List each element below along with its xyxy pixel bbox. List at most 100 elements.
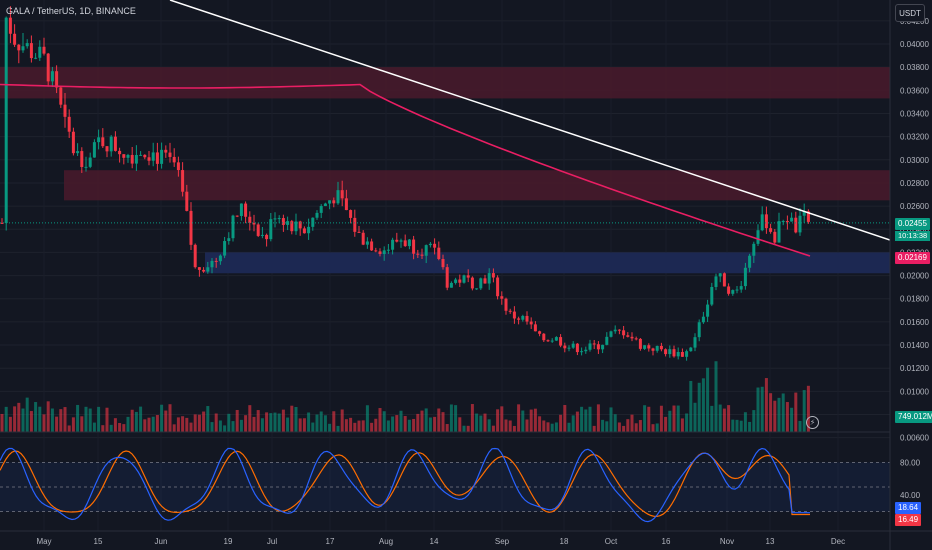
- price-tick-label: 0.03000: [900, 156, 929, 165]
- candle: [340, 190, 344, 199]
- candle: [521, 315, 525, 320]
- time-tick-label: Jul: [267, 537, 277, 546]
- candle: [454, 279, 458, 283]
- volume-bar: [542, 420, 546, 432]
- volume-bar: [109, 424, 113, 432]
- volume-bar: [521, 410, 525, 432]
- candle: [8, 17, 12, 34]
- candle: [147, 157, 151, 161]
- volume-bar: [764, 378, 768, 432]
- candle: [626, 335, 630, 337]
- price-tick-label: 0.02800: [900, 179, 929, 188]
- currency-button[interactable]: USDT: [895, 4, 925, 22]
- volume-bar: [38, 406, 42, 432]
- candle: [55, 71, 59, 88]
- candle: [328, 200, 332, 204]
- time-tick-label: Sep: [495, 537, 510, 546]
- candle: [428, 243, 432, 246]
- time-tick-label: 18: [560, 537, 569, 546]
- candle: [332, 200, 336, 204]
- stoch-d-line: [0, 450, 810, 518]
- candle: [336, 190, 340, 204]
- symbol-title: GALA / TetherUS, 1D, BINANCE: [6, 6, 136, 16]
- candle: [773, 231, 777, 243]
- volume-bar: [185, 417, 189, 432]
- volume-bar: [731, 419, 735, 432]
- volume-bar: [773, 400, 777, 432]
- volume-bar: [105, 407, 109, 432]
- volume-bar: [319, 411, 323, 432]
- volume-bar: [748, 421, 752, 432]
- volume-bar: [92, 422, 96, 432]
- volume-bar: [655, 423, 659, 432]
- candle: [420, 254, 424, 256]
- volume-bar: [638, 420, 642, 432]
- volume-bar: [365, 405, 369, 432]
- time-tick-label: 13: [766, 537, 775, 546]
- candle: [487, 273, 491, 284]
- candle: [622, 330, 626, 336]
- candle: [798, 215, 802, 233]
- volume-bar: [227, 413, 231, 432]
- volume-bar: [147, 417, 151, 432]
- price-tick-label: 0.01400: [900, 341, 929, 350]
- candle: [323, 203, 327, 207]
- candle: [290, 221, 294, 232]
- candle: [84, 166, 88, 168]
- volume-bar: [34, 402, 38, 432]
- volume-bar: [307, 412, 311, 432]
- candle: [479, 278, 483, 289]
- candle: [748, 255, 752, 268]
- candle: [307, 226, 311, 234]
- candle: [655, 345, 659, 351]
- candle: [433, 243, 437, 248]
- volume-bar: [739, 420, 743, 432]
- volume-bar: [735, 419, 739, 432]
- candle: [353, 217, 357, 232]
- candle: [218, 255, 222, 262]
- volume-bar: [563, 405, 567, 432]
- volume-bar: [25, 397, 29, 432]
- candle: [214, 260, 218, 262]
- volume-bar: [4, 406, 8, 432]
- candle: [63, 104, 67, 117]
- candle: [38, 46, 42, 58]
- candle: [769, 228, 773, 232]
- lightning-icon[interactable]: ⚡: [806, 416, 819, 429]
- volume-bar: [487, 419, 491, 432]
- volume-bar: [172, 424, 176, 432]
- volume-bar: [466, 425, 470, 432]
- candle: [403, 240, 407, 247]
- volume-bar: [206, 406, 210, 432]
- candle: [756, 230, 760, 244]
- candle: [0, 222, 4, 224]
- candle: [529, 321, 533, 325]
- candle: [160, 149, 164, 164]
- candle: [71, 131, 75, 154]
- volume-bar: [420, 410, 424, 432]
- candle: [412, 239, 416, 254]
- volume-bar: [218, 420, 222, 432]
- time-axis: May 15 Jun 19 Jul 17 Aug 14 Sep 18 Oct 16 Nov 13 Dec: [36, 537, 845, 546]
- volume-bar: [42, 414, 46, 432]
- candle: [164, 149, 168, 153]
- volume-bar: [332, 411, 336, 432]
- volume-bar: [340, 409, 344, 432]
- volume-bar: [202, 411, 206, 432]
- candle: [735, 289, 739, 291]
- candle: [210, 260, 214, 268]
- candle: [281, 218, 285, 225]
- candle: [445, 267, 449, 288]
- candle: [706, 304, 710, 317]
- candle: [664, 349, 668, 355]
- time-tick-label: 17: [326, 537, 335, 546]
- candle: [508, 310, 512, 312]
- candle: [109, 136, 113, 152]
- candle: [651, 348, 655, 351]
- volume-bar: [265, 412, 269, 432]
- candle: [189, 210, 193, 245]
- volume-bar: [626, 419, 630, 432]
- candle: [676, 351, 680, 357]
- candle: [781, 221, 785, 223]
